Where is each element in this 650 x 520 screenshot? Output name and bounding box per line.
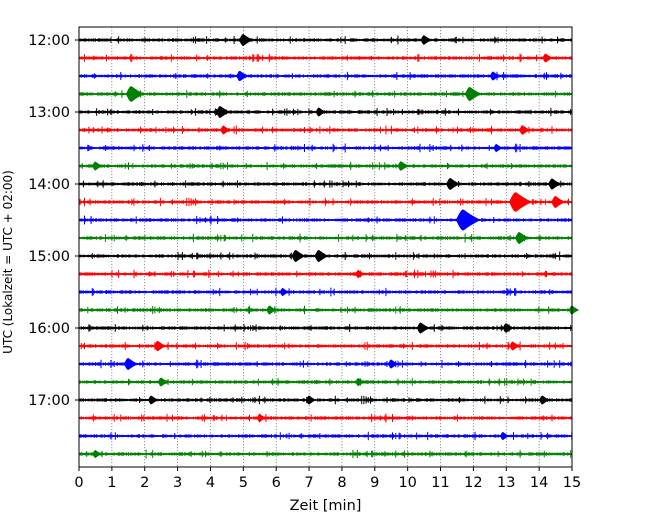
event-burst bbox=[256, 413, 267, 423]
traces bbox=[78, 34, 580, 459]
y-tick-label: 13:00 bbox=[28, 105, 70, 121]
event-burst bbox=[539, 395, 550, 405]
x-tick-label: 15 bbox=[563, 475, 581, 491]
event-burst bbox=[124, 358, 139, 370]
event-burst bbox=[568, 305, 580, 315]
event-burst bbox=[279, 287, 290, 297]
event-burst bbox=[220, 125, 231, 135]
event-burst bbox=[502, 323, 515, 333]
grid bbox=[111, 27, 540, 467]
event-burst bbox=[551, 196, 566, 208]
event-burst bbox=[216, 106, 231, 118]
x-tick-label: 7 bbox=[304, 475, 313, 491]
event-burst bbox=[509, 341, 521, 351]
event-burst bbox=[397, 161, 409, 171]
event-burst bbox=[519, 125, 531, 135]
y-tick-label: 14:00 bbox=[28, 177, 70, 193]
x-tick-label: 4 bbox=[206, 475, 215, 491]
event-burst bbox=[157, 377, 169, 387]
event-burst bbox=[542, 53, 554, 63]
event-burst bbox=[446, 178, 461, 190]
event-burst bbox=[509, 192, 533, 212]
event-burst bbox=[291, 250, 306, 262]
event-burst bbox=[236, 70, 249, 82]
axes: 0 1 2 3 4 5 6 7 8 9 10 11 12 13 14 1512:0013:0014:0015:… bbox=[28, 33, 581, 491]
y-tick-label: 16:00 bbox=[28, 321, 70, 337]
event-burst bbox=[489, 71, 501, 81]
event-burst bbox=[148, 395, 159, 405]
event-burst bbox=[388, 359, 399, 369]
event-burst bbox=[239, 34, 254, 46]
event-burst bbox=[416, 322, 431, 334]
x-tick-label: 10 bbox=[398, 475, 416, 491]
y-axis-label: UTC (Lokalzeit = UTC + 02:00) bbox=[1, 170, 15, 354]
event-burst bbox=[420, 35, 432, 45]
event-burst bbox=[315, 107, 327, 117]
x-tick-label: 2 bbox=[140, 475, 149, 491]
x-tick-label: 1 bbox=[107, 475, 116, 491]
y-tick-label: 12:00 bbox=[28, 33, 70, 49]
x-tick-label: 12 bbox=[464, 475, 482, 491]
x-tick-label: 0 bbox=[74, 475, 83, 491]
event-burst bbox=[92, 449, 103, 459]
x-axis-label: Zeit [min] bbox=[290, 498, 362, 514]
event-burst bbox=[266, 305, 277, 315]
x-tick-label: 5 bbox=[239, 475, 248, 491]
x-tick-label: 6 bbox=[272, 475, 281, 491]
event-burst bbox=[92, 161, 103, 171]
x-tick-label: 14 bbox=[530, 475, 548, 491]
x-tick-label: 3 bbox=[173, 475, 182, 491]
event-burst bbox=[515, 232, 530, 244]
x-tick-label: 11 bbox=[431, 475, 449, 491]
event-burst bbox=[355, 269, 366, 279]
y-tick-label: 15:00 bbox=[28, 249, 70, 265]
event-burst bbox=[465, 86, 482, 102]
x-tick-label: 9 bbox=[370, 475, 379, 491]
event-burst bbox=[493, 143, 504, 153]
event-burst bbox=[154, 340, 167, 352]
event-burst bbox=[314, 250, 329, 262]
event-burst bbox=[456, 209, 481, 231]
plot-frame bbox=[78, 26, 573, 468]
event-burst bbox=[125, 86, 145, 102]
event-burst bbox=[355, 377, 366, 387]
event-burst bbox=[500, 431, 510, 441]
y-tick-label: 17:00 bbox=[28, 393, 70, 409]
x-tick-label: 13 bbox=[497, 475, 515, 491]
event-burst bbox=[305, 395, 317, 405]
event-burst bbox=[548, 178, 562, 190]
x-tick-label: 8 bbox=[337, 475, 346, 491]
